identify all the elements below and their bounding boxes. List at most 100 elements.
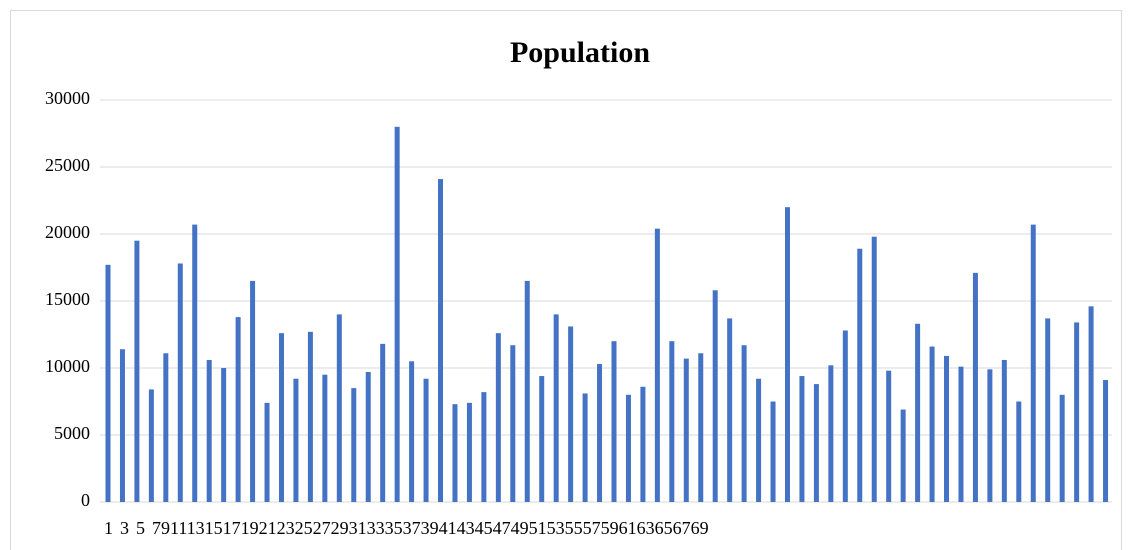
x-tick-label: 53 [547,518,565,538]
bar [842,330,848,502]
x-tick-label: 23 [277,518,295,538]
bar [221,368,227,502]
bar [452,404,458,502]
x-tick-label: 65 [655,518,673,538]
bar [640,386,646,502]
x-tick-label: 1 [104,518,113,538]
bar [683,358,689,502]
y-tick-label: 15000 [45,289,90,309]
x-tick-label: 51 [529,518,547,538]
bar [813,384,819,502]
bar [423,378,429,502]
bar [524,280,530,502]
bar [293,378,299,502]
x-tick-label: 19 [241,518,259,538]
bar [278,333,284,502]
bar [250,280,256,502]
bar [307,331,313,502]
x-tick-label: 35 [385,518,403,538]
bar [857,248,863,502]
bar [1016,401,1022,502]
bar [119,349,125,502]
bar [322,374,328,502]
x-tick-label: 37 [403,518,421,538]
bar [466,402,472,502]
chart-border [10,10,1122,550]
x-tick-label: 7 [152,518,161,538]
bar [134,240,140,502]
bar [741,345,747,502]
bar [438,179,444,502]
bar [886,370,892,502]
bar [1074,322,1080,502]
bar [1059,394,1065,502]
bar [727,318,733,502]
bar [987,369,993,502]
bar [1030,224,1036,502]
x-tick-label: 67 [673,518,691,538]
bar [944,355,950,502]
bar [625,394,631,502]
bar [958,366,964,502]
x-tick-label: 43 [457,518,475,538]
y-tick-label: 20000 [45,222,90,242]
bar [148,389,154,502]
bar [611,341,617,502]
y-tick-label: 25000 [45,155,90,175]
x-tick-label: 61 [619,518,637,538]
x-tick-label: 41 [439,518,457,538]
x-tick-label: 55 [565,518,583,538]
x-tick-label: 17 [223,518,241,538]
y-tick-label: 30000 [45,88,90,108]
x-tick-label: 63 [637,518,655,538]
bar [712,290,718,502]
bar [1001,359,1007,502]
bar [192,224,198,502]
x-tick-label: 13 [187,518,205,538]
bar [177,263,183,502]
x-tick-label: 21 [259,518,277,538]
bar [365,372,371,502]
bar [756,378,762,502]
x-tick-label: 27 [313,518,331,538]
x-tick-label: 5 [136,518,145,538]
chart-title: Population [510,36,650,69]
bar [972,272,978,502]
x-tick-label: 15 [205,518,223,538]
bar [1088,306,1094,502]
y-tick-label: 5000 [54,423,90,443]
x-tick-label: 47 [493,518,511,538]
bar [770,401,776,502]
y-tick-label: 10000 [45,356,90,376]
bar [206,359,212,502]
x-tick-label: 25 [295,518,313,538]
bar [336,314,342,502]
bar [568,326,574,502]
bar [539,376,545,502]
x-tick-label: 57 [583,518,601,538]
x-tick-label: 33 [367,518,385,538]
bar [1045,318,1051,502]
bar [828,365,834,502]
bar [409,361,415,502]
y-tick-label: 0 [81,490,90,510]
bar [380,343,386,502]
bar [1103,380,1109,502]
bar [799,376,805,502]
bar [351,388,357,502]
x-tick-label: 59 [601,518,619,538]
bar [654,228,660,502]
bar [105,264,111,502]
x-tick-label: 39 [421,518,439,538]
bar [163,353,169,502]
x-tick-label: 49 [511,518,529,538]
x-tick-label: 9 [161,518,170,538]
bar [597,363,603,502]
bar [394,126,400,503]
bar [235,317,241,502]
x-tick-label: 3 [120,518,129,538]
bar [698,353,704,502]
bar [510,345,516,502]
